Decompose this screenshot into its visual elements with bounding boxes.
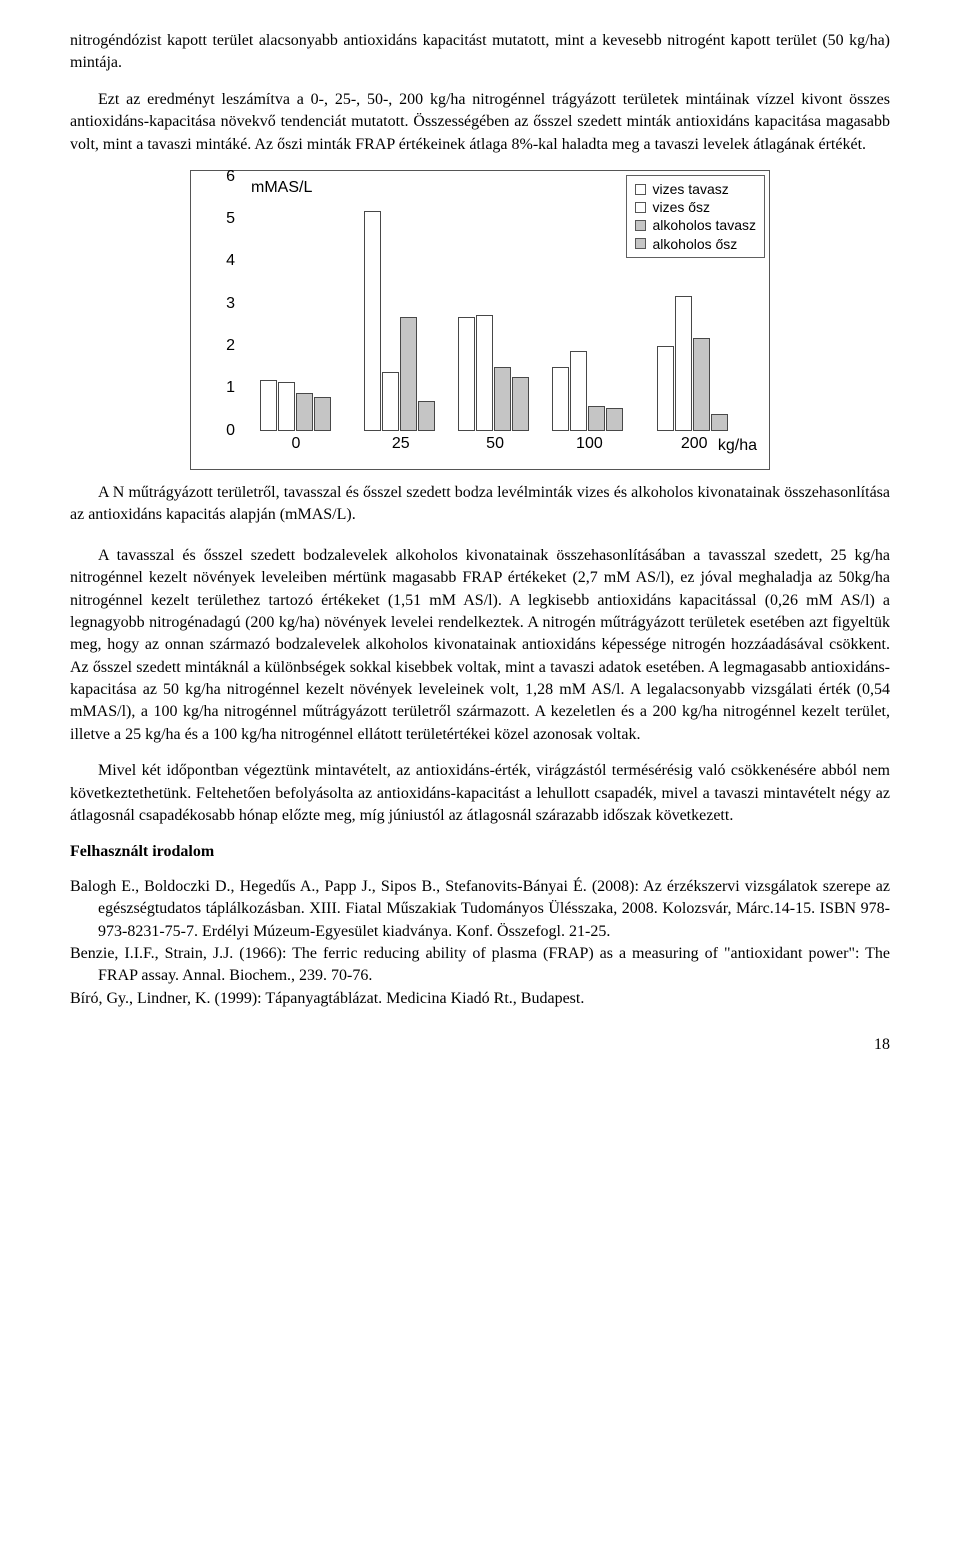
chart-bar bbox=[693, 338, 710, 431]
chart-legend: vizes tavasz vizes ősz alkoholos tavasz … bbox=[626, 175, 765, 258]
chart-bar bbox=[296, 393, 313, 431]
page-number: 18 bbox=[70, 1034, 890, 1056]
chart-bar bbox=[657, 346, 674, 431]
legend-label: vizes tavasz bbox=[652, 180, 728, 198]
chart-x-tick: 25 bbox=[392, 433, 410, 455]
chart-y-tick: 4 bbox=[211, 250, 235, 272]
chart-bar bbox=[400, 317, 417, 431]
legend-label: alkoholos tavasz bbox=[652, 216, 756, 234]
chart-caption: A N műtrágyázott területről, tavasszal é… bbox=[70, 482, 890, 527]
legend-swatch-vizes-osz bbox=[635, 202, 646, 213]
para-discussion-1: A tavasszal és ősszel szedett bodzalevel… bbox=[70, 545, 890, 747]
chart-y-tick: 2 bbox=[211, 335, 235, 357]
chart-bar bbox=[606, 408, 623, 431]
chart-x-tick: 50 bbox=[486, 433, 504, 455]
chart-x-tick: 100 bbox=[576, 433, 603, 455]
chart-y-tick: 6 bbox=[211, 166, 235, 188]
reference-item: Bíró, Gy., Lindner, K. (1999): Tápanyagt… bbox=[70, 988, 890, 1010]
chart-bar bbox=[364, 211, 381, 431]
chart-bar bbox=[314, 397, 331, 431]
chart-y-tick: 0 bbox=[211, 420, 235, 442]
legend-item: vizes tavasz bbox=[635, 180, 756, 198]
chart-x-tick: 0 bbox=[292, 433, 301, 455]
para-intro-2: Ezt az eredményt leszámítva a 0-, 25-, 5… bbox=[70, 89, 890, 156]
legend-label: alkoholos ősz bbox=[652, 235, 737, 253]
chart-x-tick: 200 bbox=[681, 433, 708, 455]
chart-bar bbox=[476, 315, 493, 431]
chart-bar bbox=[675, 296, 692, 431]
reference-item: Benzie, I.I.F., Strain, J.J. (1966): The… bbox=[70, 943, 890, 988]
chart-y-tick: 3 bbox=[211, 293, 235, 315]
legend-label: vizes ősz bbox=[652, 198, 710, 216]
legend-swatch-vizes-tavasz bbox=[635, 184, 646, 195]
chart-bar bbox=[588, 406, 605, 431]
chart-y-tick: 1 bbox=[211, 377, 235, 399]
legend-item: alkoholos ősz bbox=[635, 235, 756, 253]
chart-bar bbox=[512, 377, 529, 431]
chart-bar bbox=[278, 382, 295, 431]
chart-bar bbox=[458, 317, 475, 431]
chart-bar bbox=[711, 414, 728, 431]
chart-bar bbox=[418, 401, 435, 431]
chart-y-tick: 5 bbox=[211, 208, 235, 230]
para-intro-1: nitrogéndózist kapott terület alacsonyab… bbox=[70, 30, 890, 75]
chart-container: mMAS/L vizes tavasz vizes ősz alkoholos … bbox=[190, 170, 770, 470]
references-heading: Felhasznált irodalom bbox=[70, 841, 890, 863]
chart-bar bbox=[494, 367, 511, 431]
legend-swatch-alkoholos-tavasz bbox=[635, 220, 646, 231]
reference-item: Balogh E., Boldoczki D., Hegedűs A., Pap… bbox=[70, 876, 890, 943]
legend-item: alkoholos tavasz bbox=[635, 216, 756, 234]
chart-bar bbox=[552, 367, 569, 431]
chart-bar bbox=[260, 380, 277, 431]
legend-swatch-alkoholos-osz bbox=[635, 238, 646, 249]
para-discussion-2: Mivel két időpontban végeztünk mintavéte… bbox=[70, 760, 890, 827]
chart-box: mMAS/L vizes tavasz vizes ősz alkoholos … bbox=[190, 170, 770, 470]
legend-item: vizes ősz bbox=[635, 198, 756, 216]
chart-bar bbox=[570, 351, 587, 431]
chart-x-unit: kg/ha bbox=[718, 435, 757, 457]
chart-bar bbox=[382, 372, 399, 431]
